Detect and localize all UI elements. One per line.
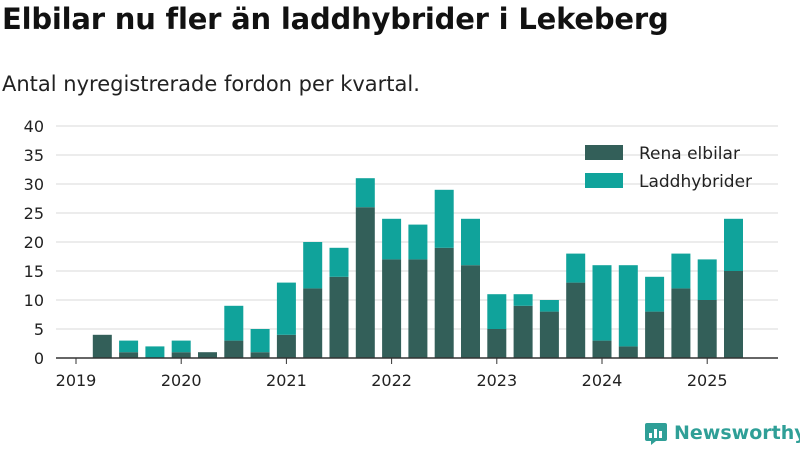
y-tick-label: 0 — [34, 349, 44, 368]
bar-rena-elbilar — [171, 352, 191, 358]
bar-laddhybrider — [329, 247, 349, 277]
x-tick-label: 2019 — [56, 371, 97, 390]
bar-rena-elbilar — [618, 346, 638, 358]
bar-rena-elbilar — [382, 259, 402, 358]
legend-label: Laddhybrider — [639, 172, 752, 192]
bar-laddhybrider — [487, 294, 507, 329]
chart-subtitle: Antal nyregistrerade fordon per kvartal. — [2, 72, 420, 96]
bar-rena-elbilar — [592, 340, 612, 358]
bar-laddhybrider — [618, 265, 638, 347]
bar-laddhybrider — [724, 218, 743, 271]
bar-rena-elbilar — [250, 352, 270, 358]
bar-laddhybrider — [382, 218, 402, 260]
bar-rena-elbilar — [434, 247, 454, 358]
bar-laddhybrider — [276, 282, 296, 335]
bar-rena-elbilar — [697, 300, 717, 358]
bar-laddhybrider — [355, 178, 375, 208]
bar-rena-elbilar — [329, 276, 349, 358]
newsworthy-logo: Newsworthy — [644, 420, 800, 446]
bar-laddhybrider — [697, 259, 717, 300]
bar-laddhybrider — [671, 253, 691, 289]
bar-rena-elbilar — [487, 329, 507, 358]
y-tick-label: 40 — [24, 117, 44, 136]
y-tick-label: 30 — [24, 175, 44, 194]
bar-laddhybrider — [434, 189, 454, 248]
bar-rena-elbilar — [539, 311, 559, 358]
x-tick-label: 2021 — [266, 371, 307, 390]
bar-laddhybrider — [566, 253, 586, 283]
bar-rena-elbilar — [645, 311, 665, 358]
bar-laddhybrider — [224, 305, 244, 341]
bar-rena-elbilar — [355, 207, 375, 358]
chart-title: Elbilar nu fler än laddhybrider i Lekebe… — [2, 2, 669, 36]
bar-rena-elbilar — [303, 288, 323, 358]
bar-rena-elbilar — [224, 340, 244, 358]
bar-laddhybrider — [171, 340, 191, 353]
y-tick-label: 20 — [24, 233, 44, 252]
bar-rena-elbilar — [198, 352, 217, 358]
bar-rena-elbilar — [461, 265, 480, 358]
legend-swatch — [585, 173, 623, 188]
bar-laddhybrider — [592, 265, 612, 341]
x-tick-label: 2020 — [161, 371, 202, 390]
bar-rena-elbilar — [724, 271, 743, 358]
bar-laddhybrider — [145, 346, 165, 358]
y-tick-label: 15 — [24, 262, 44, 281]
bar-rena-elbilar — [408, 259, 428, 358]
bar-rena-elbilar — [92, 334, 112, 358]
bar-laddhybrider — [250, 329, 270, 353]
y-tick-label: 35 — [24, 146, 44, 165]
bar-laddhybrider — [119, 340, 139, 353]
bar-laddhybrider — [513, 294, 533, 306]
bar-rena-elbilar — [276, 334, 296, 358]
bar-laddhybrider — [303, 242, 323, 289]
newsworthy-logo-icon — [645, 423, 667, 445]
bar-laddhybrider — [461, 218, 480, 266]
bar-rena-elbilar — [119, 352, 139, 358]
bar-laddhybrider — [645, 276, 665, 312]
x-tick-label: 2025 — [687, 371, 728, 390]
bar-laddhybrider — [539, 300, 559, 312]
x-tick-label: 2024 — [582, 371, 623, 390]
y-tick-label: 25 — [24, 204, 44, 223]
x-tick-label: 2023 — [476, 371, 517, 390]
x-tick-label: 2022 — [371, 371, 412, 390]
legend-label: Rena elbilar — [639, 144, 740, 164]
bar-laddhybrider — [408, 224, 428, 260]
bar-rena-elbilar — [566, 282, 586, 358]
y-tick-label: 10 — [24, 291, 44, 310]
logo-text: Newsworthy — [674, 422, 800, 444]
bar-rena-elbilar — [513, 305, 533, 358]
legend-swatch — [585, 145, 623, 160]
y-tick-label: 5 — [34, 320, 44, 339]
bar-rena-elbilar — [671, 288, 691, 358]
